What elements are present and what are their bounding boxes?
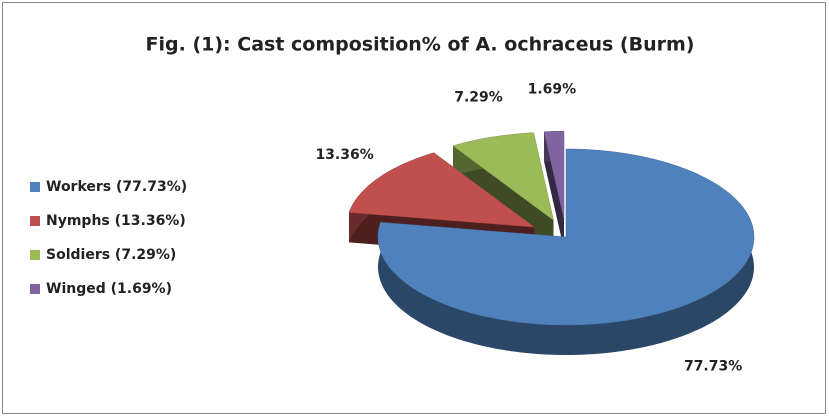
legend-swatch [30, 216, 40, 226]
chart-title: Fig. (1): Cast composition% of A. ochrac… [146, 34, 695, 56]
legend-swatch [30, 250, 40, 260]
legend-swatch [30, 284, 40, 294]
data-label: 1.69% [528, 81, 577, 97]
legend-label: Soldiers (7.29%) [46, 247, 176, 263]
data-label: 13.36% [315, 147, 373, 163]
slice [377, 148, 755, 326]
legend-swatch [30, 182, 40, 192]
slice [452, 132, 554, 221]
slice [348, 152, 536, 228]
legend-label: Nymphs (13.36%) [46, 213, 186, 229]
data-label: 77.73% [684, 358, 742, 374]
legend-label: Winged (1.69%) [46, 281, 172, 297]
data-label: 7.29% [454, 89, 503, 105]
legend-label: Workers (77.73%) [46, 179, 187, 195]
slice [543, 130, 565, 220]
